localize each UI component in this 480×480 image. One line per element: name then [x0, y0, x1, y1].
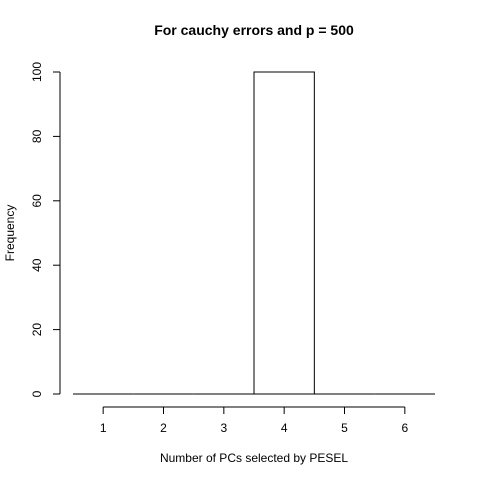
chart-title: For cauchy errors and p = 500: [154, 22, 354, 38]
y-axis-label: Frequency: [3, 205, 17, 262]
bars-group: [73, 71, 435, 395]
y-tick-label-0: 0: [30, 390, 44, 397]
x-axis-label: Number of PCs selected by PESEL: [160, 451, 348, 465]
x-tick-label-3: 3: [220, 421, 227, 435]
x-tick-label-2: 2: [160, 421, 167, 435]
x-tick-label-5: 5: [341, 421, 348, 435]
x-tick-label-6: 6: [401, 421, 408, 435]
y-axis: 0 20 40 60 80 100: [30, 62, 61, 397]
y-tick-label-60: 60: [30, 194, 44, 208]
y-tick-label-100: 100: [30, 62, 44, 82]
x-tick-label-4: 4: [281, 421, 288, 435]
x-tick-label-1: 1: [100, 421, 107, 435]
y-tick-label-40: 40: [30, 258, 44, 272]
y-tick-label-20: 20: [30, 323, 44, 337]
y-tick-label-80: 80: [30, 129, 44, 143]
x-axis: 1 2 3 4 5 6: [100, 406, 408, 435]
histogram-bar-4: [253, 71, 315, 395]
